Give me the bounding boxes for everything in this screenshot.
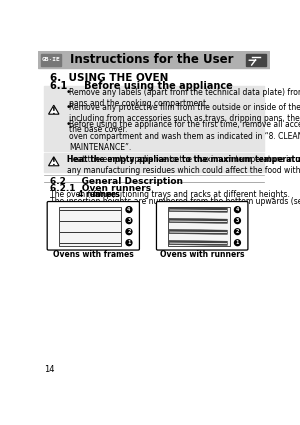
Text: 6.2.1  Oven runners: 6.2.1 Oven runners [50, 184, 151, 193]
Circle shape [126, 240, 132, 246]
Text: 2: 2 [236, 229, 239, 234]
Text: Remove any protective film from the outside or inside of the appliance,
includin: Remove any protective film from the outs… [69, 102, 300, 134]
Bar [246, 54, 266, 65]
Circle shape [126, 207, 132, 212]
Text: 6.1     Before using the appliance: 6.1 Before using the appliance [50, 81, 233, 91]
Text: 2: 2 [127, 229, 130, 234]
Circle shape [235, 240, 240, 246]
Circle shape [235, 229, 240, 235]
Text: 4: 4 [127, 207, 130, 212]
Bar [59, 207, 121, 246]
Text: 3: 3 [236, 218, 239, 223]
Circle shape [235, 218, 240, 224]
Polygon shape [169, 241, 227, 245]
Text: GB·IE: GB·IE [41, 57, 60, 62]
Text: 1: 1 [127, 240, 130, 245]
Text: 4 runners: 4 runners [77, 190, 119, 199]
Text: Ovens with frames: Ovens with frames [53, 250, 134, 259]
Text: Remove any labels (apart from the technical data plate) from trays, dripping
pan: Remove any labels (apart from the techni… [69, 88, 300, 108]
Text: •: • [65, 102, 71, 112]
Bar [38, 51, 270, 68]
Text: 6.2     General Description: 6.2 General Description [50, 177, 183, 186]
Text: Heat the empty appliance to the maximum temperature: Heat the empty appliance to the maximum … [67, 155, 300, 164]
Polygon shape [169, 207, 227, 212]
Text: !: ! [52, 159, 56, 167]
Text: •: • [65, 120, 71, 129]
Text: Before using the appliance for the first time, remove all accessories from the
o: Before using the appliance for the first… [69, 120, 300, 152]
Text: !: ! [52, 107, 56, 116]
FancyBboxPatch shape [157, 201, 248, 250]
Text: The insertion heights are numbered from the bottom upwards (see illustration).: The insertion heights are numbered from … [50, 196, 300, 206]
Polygon shape [49, 157, 59, 166]
Circle shape [126, 218, 132, 224]
Polygon shape [169, 218, 227, 224]
Polygon shape [49, 105, 59, 114]
Text: 6.  USING THE OVEN: 6. USING THE OVEN [50, 74, 168, 83]
Circle shape [126, 229, 132, 235]
Text: 14: 14 [44, 365, 54, 374]
Text: The oven features: The oven features [50, 190, 122, 199]
Polygon shape [169, 230, 227, 235]
Text: Ovens with runners: Ovens with runners [160, 250, 244, 259]
Text: 3: 3 [127, 218, 130, 223]
Text: 1: 1 [236, 240, 239, 245]
Bar [44, 86, 264, 151]
Text: Instructions for the User: Instructions for the User [70, 53, 234, 66]
Text: for positioning trays and racks at different heights.: for positioning trays and racks at diffe… [91, 190, 290, 199]
Text: •: • [65, 88, 71, 97]
Circle shape [235, 207, 240, 212]
Bar [44, 153, 264, 172]
FancyBboxPatch shape [47, 201, 140, 250]
Text: Heat the empty appliance to the maximum temperature in order to remove
any manuf: Heat the empty appliance to the maximum … [67, 155, 300, 176]
Bar [40, 54, 61, 65]
Bar [169, 207, 230, 246]
Text: 4: 4 [236, 207, 239, 212]
